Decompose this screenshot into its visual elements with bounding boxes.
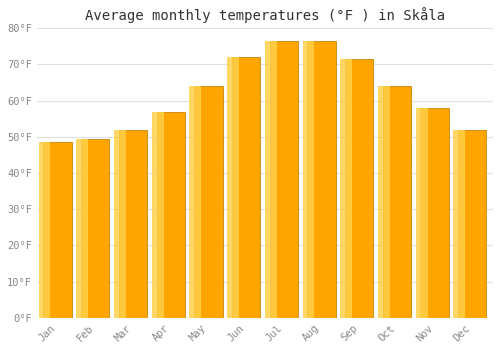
Bar [378, 86, 390, 318]
Bar [76, 139, 88, 318]
Title: Average monthly temperatures (°F ) in Skåla: Average monthly temperatures (°F ) in Sk… [85, 7, 445, 23]
Bar [232, 57, 260, 318]
Bar [114, 130, 126, 318]
Bar [265, 41, 276, 318]
Bar [81, 139, 110, 318]
Bar [383, 86, 411, 318]
Bar [454, 130, 465, 318]
Bar [308, 41, 336, 318]
Bar [270, 41, 298, 318]
Bar [152, 112, 164, 318]
Bar [194, 86, 222, 318]
Bar [340, 59, 352, 318]
Bar [190, 86, 202, 318]
Bar [119, 130, 147, 318]
Bar [227, 57, 239, 318]
Bar [345, 59, 374, 318]
Bar [44, 142, 72, 318]
Bar [458, 130, 486, 318]
Bar [416, 108, 428, 318]
Bar [302, 41, 314, 318]
Bar [420, 108, 449, 318]
Bar [38, 142, 50, 318]
Bar [156, 112, 185, 318]
